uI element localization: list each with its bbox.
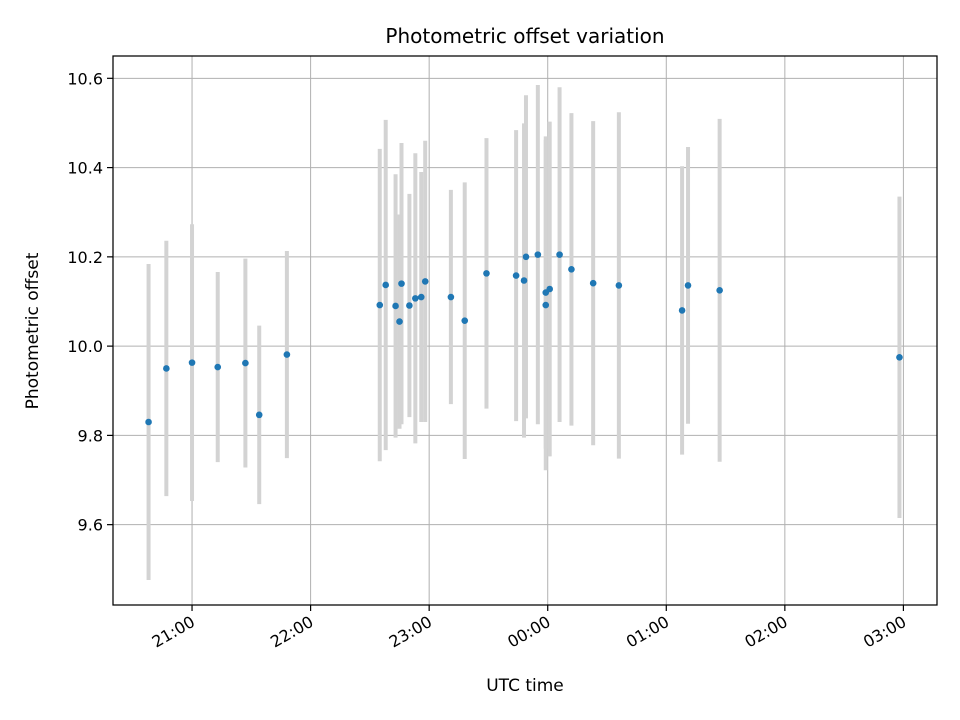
data-point — [483, 270, 490, 277]
data-point — [188, 359, 196, 366]
plot-frame — [112, 55, 938, 606]
data-point — [589, 279, 597, 287]
data-point — [406, 302, 413, 309]
data-point — [678, 307, 686, 314]
data-point — [520, 277, 528, 284]
data-point — [534, 251, 542, 258]
data-point — [398, 280, 405, 287]
y-axis-label: Photometric offset — [23, 252, 43, 409]
data-point — [556, 251, 563, 258]
y-tick-label: 10.0 — [67, 337, 103, 356]
data-point — [896, 353, 903, 361]
data-point — [145, 418, 152, 426]
data-point — [615, 282, 623, 289]
data-point — [242, 359, 249, 367]
y-tick-label: 9.8 — [78, 426, 103, 445]
data-point — [568, 266, 575, 273]
data-point — [546, 285, 554, 293]
data-point — [684, 282, 692, 289]
y-axis-ticks: 9.6 9.8 10.0 10.2 10.4 10.6 — [67, 69, 113, 535]
data-point — [542, 301, 550, 309]
data-point — [447, 293, 455, 301]
data-point — [522, 253, 530, 261]
x-axis-label: UTC time — [486, 676, 564, 696]
y-tick-label: 10.4 — [67, 159, 103, 178]
data-point — [283, 351, 291, 358]
data-point — [376, 301, 384, 309]
chart-title: Photometric offset variation — [385, 24, 664, 48]
data-point — [412, 295, 419, 302]
data-point — [461, 317, 469, 324]
data-point — [417, 293, 425, 301]
data-point — [255, 411, 263, 419]
data-point — [392, 302, 399, 310]
data-point — [382, 281, 389, 289]
data-point — [512, 272, 520, 279]
data-point — [421, 278, 429, 285]
y-tick-label: 10.2 — [67, 248, 103, 267]
data-points — [145, 251, 903, 426]
data-point — [163, 365, 170, 372]
y-tick-label: 9.6 — [78, 516, 103, 535]
data-point — [214, 363, 222, 371]
data-point — [396, 318, 403, 325]
data-point — [716, 287, 723, 294]
y-tick-label: 10.6 — [67, 69, 103, 88]
